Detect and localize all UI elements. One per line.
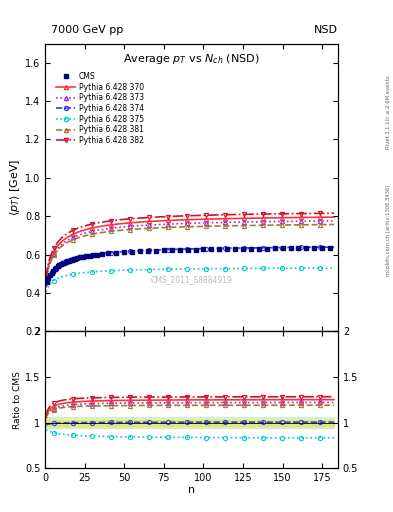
Y-axis label: $\langle p_T \rangle$ [GeV]: $\langle p_T \rangle$ [GeV]	[8, 159, 22, 216]
Text: CMS_2011_S8884919: CMS_2011_S8884919	[151, 275, 233, 284]
Text: Average $p_T$ vs $N_{ch}$ (NSD): Average $p_T$ vs $N_{ch}$ (NSD)	[123, 52, 260, 66]
Legend: CMS, Pythia 6.428 370, Pythia 6.428 373, Pythia 6.428 374, Pythia 6.428 375, Pyt: CMS, Pythia 6.428 370, Pythia 6.428 373,…	[55, 70, 145, 146]
Text: Rivet 3.1.10; ≥ 2.6M events: Rivet 3.1.10; ≥ 2.6M events	[386, 76, 391, 150]
Text: mcplots.cern.ch [arXiv:1306.3436]: mcplots.cern.ch [arXiv:1306.3436]	[386, 185, 391, 276]
Y-axis label: Ratio to CMS: Ratio to CMS	[13, 371, 22, 429]
X-axis label: n: n	[188, 485, 195, 495]
Text: 7000 GeV pp: 7000 GeV pp	[51, 25, 123, 35]
Text: NSD: NSD	[314, 25, 338, 35]
